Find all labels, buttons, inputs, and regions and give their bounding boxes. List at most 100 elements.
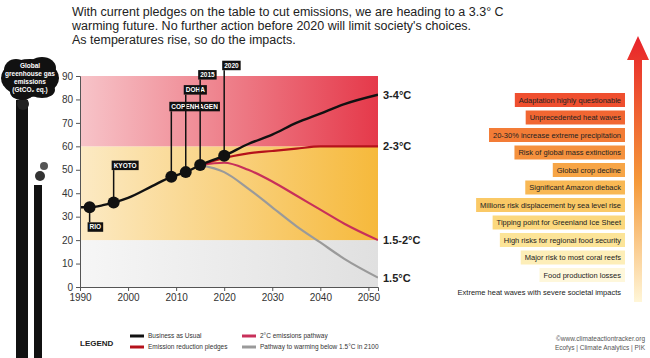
event-label: 2015 <box>200 71 215 78</box>
source: Ecofys | Climate Analytics | PIK <box>555 344 646 352</box>
event-connector <box>199 80 201 165</box>
legend-title: LEGEND <box>80 339 114 348</box>
x-axis-line <box>81 288 379 292</box>
event-connector <box>113 170 115 203</box>
impact-item: 20-30% increase extreme precipitation <box>489 128 625 142</box>
y-axis-title: Globalgreenhouse gasemissions(GtCO₂ eq.) <box>5 62 55 94</box>
y-tick-mark <box>76 264 80 265</box>
end-label: 2-3°C <box>383 140 411 152</box>
series-line <box>200 165 378 278</box>
end-label: 1.5°C <box>383 272 411 284</box>
end-label: 1.5-2°C <box>383 234 420 246</box>
y-tick: 40 <box>62 188 80 199</box>
x-tick-mark <box>320 287 321 291</box>
y-axis-title-line: (GtCO₂ eq.) <box>12 86 47 94</box>
y-axis-line <box>76 77 81 288</box>
impact-item: High risks for regional food security <box>500 233 625 247</box>
legend-label: Emission reduction pledges <box>148 343 228 351</box>
y-tick-mark <box>76 99 80 100</box>
x-tick: 2010 <box>166 287 189 303</box>
event-label-box <box>198 70 216 80</box>
impact-item: Adaptation highly questionable <box>515 93 625 107</box>
legend-swatch <box>130 335 144 338</box>
impact-label: Risk of global mass extinctions <box>518 148 621 157</box>
legend-label: 2°C emissions pathway <box>260 332 328 340</box>
event-callout: DOHA <box>184 85 207 172</box>
impact-box <box>500 233 625 247</box>
impacts: Adaptation highly questionable Unpreceden… <box>454 93 625 300</box>
y-tick-label: 30 <box>62 211 74 222</box>
title: As temperatures rise, so do the impacts. <box>72 33 296 47</box>
legend-swatch <box>242 346 256 349</box>
x-tick: 2040 <box>310 287 333 303</box>
event-label: 2020 <box>224 62 239 69</box>
y-axis-title-line: emissions <box>14 78 46 85</box>
impact-box <box>514 146 625 160</box>
x-tick-mark <box>224 287 225 291</box>
x-tick-label: 2030 <box>262 292 285 303</box>
band <box>80 240 378 287</box>
y-tick-label: 20 <box>62 235 74 246</box>
x-tick: 1990 <box>69 287 92 303</box>
event-label: DOHA <box>186 86 205 93</box>
y-tick-label: 50 <box>62 164 74 175</box>
impact-label: Food production losses <box>543 271 621 280</box>
y-axis-title-line: Global <box>20 62 40 69</box>
impact-label: Tipping point for Greenland Ice Sheet <box>497 218 622 227</box>
y-tick-label: 80 <box>62 94 74 105</box>
y-tick-label: 0 <box>67 282 73 293</box>
impact-box <box>493 216 625 230</box>
y-tick: 30 <box>62 211 80 222</box>
series-line <box>80 95 378 208</box>
x-tick-label: 1990 <box>69 292 92 303</box>
event-label-box <box>184 85 207 95</box>
x-tick-mark <box>176 287 177 291</box>
event-connector <box>171 111 173 177</box>
band <box>80 146 378 240</box>
impact-label: Millions risk displacement by sea level … <box>480 201 621 210</box>
event-label: KYOTO <box>114 162 137 169</box>
impact-item: Global crop decline <box>553 163 625 177</box>
event-label-box <box>88 222 104 232</box>
x-tick-label: 2050 <box>358 292 381 303</box>
y-tick: 60 <box>62 141 80 152</box>
y-tick: 90 <box>62 71 80 82</box>
y-tick: 80 <box>62 94 80 105</box>
event-label-box <box>169 102 220 112</box>
x-tick: 2020 <box>214 287 237 303</box>
event-label-box <box>112 161 139 171</box>
y-tick: 50 <box>62 164 80 175</box>
impact-item: Unprecedented heat waves <box>526 111 625 125</box>
y-tick-mark <box>76 123 80 124</box>
decoration <box>16 98 48 358</box>
impact-item: Major risk to most coral reefs <box>521 251 625 265</box>
impact-box <box>553 163 625 177</box>
chimney <box>34 185 42 358</box>
x-tick-mark <box>368 287 369 291</box>
impact-item: Food production losses <box>539 268 625 282</box>
impact-item: Risk of global mass extinctions <box>514 146 625 160</box>
impact-box <box>525 181 625 195</box>
impact-item: Tipping point for Greenland Ice Sheet <box>493 216 625 230</box>
x-tick-label: 2000 <box>117 292 140 303</box>
title: warming future. No further action before… <box>71 19 471 33</box>
y-tick-mark <box>76 193 80 194</box>
x-tick-label: 2040 <box>310 292 333 303</box>
x-axis: 1990 2000 2010 2020 2030 2040 2050 <box>69 287 380 303</box>
x-tick-mark <box>80 287 81 291</box>
impact-box <box>476 198 625 212</box>
x-tick-label: 2020 <box>214 292 237 303</box>
y-tick-mark <box>76 240 80 241</box>
y-tick-mark <box>76 170 80 171</box>
y-tick-mark <box>76 146 80 147</box>
event-labels: RIOKYOTOCOPENHAGENDOHA20152020 <box>88 61 241 232</box>
event-label: COPENHAGEN <box>171 103 218 110</box>
impact-box <box>521 251 625 265</box>
series-line <box>200 146 378 165</box>
series-line <box>200 163 378 240</box>
impact-box <box>539 268 625 282</box>
event-connector <box>185 95 187 173</box>
impact-label: Significant Amazon dieback <box>529 183 621 192</box>
y-tick-mark <box>76 76 80 77</box>
y-tick: 20 <box>62 235 80 246</box>
